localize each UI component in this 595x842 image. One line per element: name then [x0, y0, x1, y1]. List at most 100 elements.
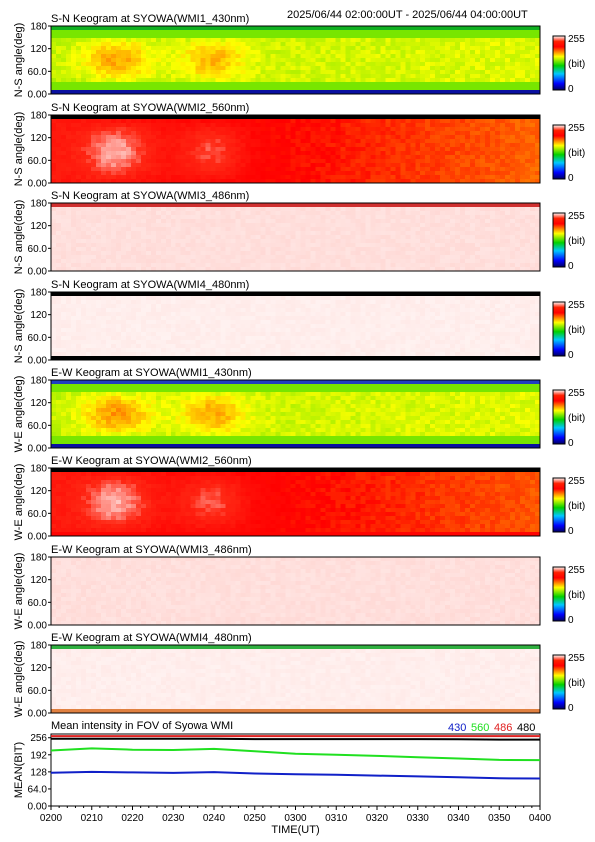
heatmap-cell	[205, 66, 212, 71]
heatmap-cell	[440, 82, 446, 87]
heatmap-cell	[425, 54, 431, 59]
heatmap-cell	[215, 247, 222, 252]
heatmap-cell	[280, 235, 287, 240]
heatmap-cell	[415, 34, 421, 39]
heatmap-cell	[225, 66, 232, 71]
heatmap-cell	[315, 251, 322, 256]
heatmap-cell	[205, 255, 212, 260]
heatmap-cell	[340, 62, 346, 67]
heatmap-cell	[415, 243, 421, 248]
heatmap-cell	[135, 143, 142, 148]
heatmap-cell	[55, 171, 62, 176]
heatmap-cell	[280, 123, 287, 128]
heatmap-cell	[495, 227, 501, 232]
heatmap-cell	[495, 78, 501, 83]
heatmap-cell	[230, 167, 237, 172]
heatmap-cell	[245, 263, 252, 268]
heatmap-cell	[525, 239, 531, 244]
heatmap-cell	[395, 58, 401, 63]
heatmap-cell	[190, 251, 197, 256]
heatmap-cell	[480, 215, 486, 220]
heatmap-cell	[80, 135, 87, 140]
heatmap-cell	[445, 223, 451, 228]
heatmap-cell	[85, 219, 92, 224]
heatmap-cell	[95, 207, 102, 212]
heatmap-cell	[90, 131, 97, 136]
heatmap-cell	[135, 135, 142, 140]
heatmap-cell	[415, 171, 421, 176]
heatmap-cell	[155, 86, 162, 91]
heatmap-cell	[70, 159, 77, 164]
heatmap-cell	[170, 46, 177, 51]
heatmap-cell	[355, 151, 361, 156]
heatmap-cell	[345, 163, 351, 168]
heatmap-cell	[450, 175, 456, 180]
heatmap-cell	[495, 70, 501, 75]
heatmap-cell	[510, 255, 516, 260]
heatmap-cell	[90, 147, 97, 152]
heatmap-cell	[300, 50, 307, 55]
heatmap-cell	[90, 215, 97, 220]
heatmap-cell	[490, 155, 496, 160]
heatmap-cell	[330, 223, 337, 228]
heatmap-cell	[470, 50, 476, 55]
heatmap-cell	[440, 247, 446, 252]
heatmap-cell	[55, 74, 62, 79]
heatmap-cell	[105, 207, 112, 212]
heatmap-cell	[200, 247, 207, 252]
heatmap-cell	[400, 219, 406, 224]
heatmap-cell	[410, 151, 416, 156]
heatmap-cell	[415, 175, 421, 180]
heatmap-cell	[125, 42, 132, 47]
heatmap-cell	[120, 207, 127, 212]
heatmap-cell	[195, 34, 202, 39]
heatmap-cell	[220, 247, 227, 252]
heatmap-cell	[410, 78, 416, 83]
heatmap-cell	[360, 66, 366, 71]
heatmap-cell	[515, 259, 521, 264]
heatmap-cell	[400, 159, 406, 164]
heatmap-cell	[205, 239, 212, 244]
heatmap-cell	[55, 175, 62, 180]
heatmap-cell	[425, 211, 431, 216]
heatmap-cell	[335, 38, 342, 43]
heatmap-cell	[320, 123, 327, 128]
heatmap-cell	[95, 46, 102, 51]
heatmap-cell	[520, 62, 526, 67]
heatmap-cell	[430, 163, 436, 168]
heatmap-cell	[51, 215, 57, 220]
heatmap-cell	[380, 86, 386, 91]
heatmap-cell	[170, 62, 177, 67]
heatmap-cell	[330, 147, 337, 152]
heatmap-cell	[120, 86, 127, 91]
heatmap-cell	[255, 247, 262, 252]
heatmap-cell	[175, 151, 182, 156]
heatmap-cell	[465, 54, 471, 59]
heatmap-cell	[370, 34, 376, 39]
heatmap-cell	[165, 147, 172, 152]
heatmap-cell	[440, 215, 446, 220]
heatmap-cell	[490, 50, 496, 55]
heatmap-cell	[415, 179, 421, 184]
heatmap-cell	[130, 151, 137, 156]
heatmap-cell	[255, 207, 262, 212]
heatmap-cell	[420, 163, 426, 168]
heatmap-cell	[185, 123, 192, 128]
heatmap-cell	[51, 86, 57, 91]
heatmap-cell	[240, 243, 247, 248]
heatmap-cell	[230, 231, 237, 236]
heatmap-cell	[51, 147, 57, 152]
heatmap-cell	[275, 179, 282, 184]
heatmap-cell	[455, 263, 461, 268]
heatmap-cell	[525, 42, 531, 47]
heatmap-cell	[310, 147, 317, 152]
colorbar-max-label: 255	[568, 34, 585, 45]
heatmap-cell	[95, 155, 102, 160]
heatmap-cell	[170, 38, 177, 43]
heatmap-cell	[115, 127, 122, 132]
heatmap-cell	[230, 143, 237, 148]
heatmap-cell	[260, 231, 267, 236]
heatmap-cell	[140, 207, 147, 212]
heatmap-cell	[225, 207, 232, 212]
heatmap-cell	[515, 86, 521, 91]
